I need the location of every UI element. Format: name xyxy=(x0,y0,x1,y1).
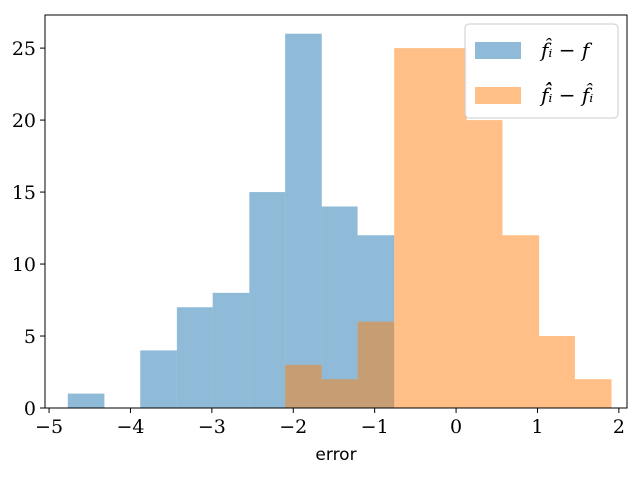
x-axis-ticks: −5 −4 −3 −2 −1 0 1 2 xyxy=(35,408,625,438)
x-tick-label: 1 xyxy=(531,416,543,438)
histogram-bar-series-2 xyxy=(574,379,612,408)
histogram-bar-series-1 xyxy=(176,307,213,408)
histogram-bar-series-2 xyxy=(430,48,467,408)
x-axis-label: error xyxy=(315,445,356,465)
x-tick-label: 2 xyxy=(613,416,625,438)
y-tick-label: 25 xyxy=(12,38,36,60)
histogram-bars xyxy=(67,33,612,408)
x-tick-label: 0 xyxy=(450,416,462,438)
y-tick-label: 5 xyxy=(24,326,36,348)
histogram-bar-series-1 xyxy=(140,350,177,408)
histogram-bar-series-1 xyxy=(321,206,358,408)
x-tick-label: −4 xyxy=(116,416,144,438)
histogram-bar-series-2 xyxy=(357,321,395,408)
y-tick-label: 20 xyxy=(12,110,36,132)
histogram-bar-series-2 xyxy=(285,364,322,408)
x-tick-label: −1 xyxy=(361,416,389,438)
legend: f̂ᵢ − f f̂̂ᵢ − f̂ᵢ xyxy=(464,23,619,119)
y-tick-label: 10 xyxy=(12,254,36,276)
histogram-bar-series-1 xyxy=(285,33,322,408)
legend-swatch-1 xyxy=(475,42,521,59)
legend-label-2: f̂̂ᵢ − f̂ᵢ xyxy=(539,81,594,107)
histogram-bar-series-2 xyxy=(394,48,431,408)
y-axis-ticks: 0 5 10 15 20 25 xyxy=(12,38,45,420)
legend-swatch-2 xyxy=(475,87,521,104)
histogram-bar-series-1 xyxy=(249,192,286,408)
y-tick-label: 0 xyxy=(24,398,36,420)
histogram-bar-series-2 xyxy=(466,120,503,408)
y-tick-label: 15 xyxy=(12,182,36,204)
histogram-bar-series-2 xyxy=(502,235,540,408)
plot-frame xyxy=(44,14,628,409)
legend-label-1: f̂ᵢ − f xyxy=(539,38,593,62)
histogram-bar-series-1 xyxy=(212,292,250,408)
x-tick-label: −2 xyxy=(279,416,307,438)
x-tick-label: −5 xyxy=(35,416,63,438)
histogram-bar-series-2 xyxy=(321,379,358,408)
histogram-bar-series-1 xyxy=(67,393,105,408)
x-tick-label: −3 xyxy=(198,416,226,438)
histogram-bar-series-2 xyxy=(539,336,575,408)
